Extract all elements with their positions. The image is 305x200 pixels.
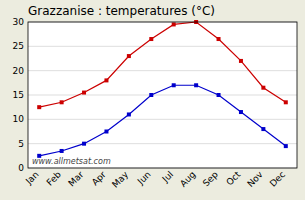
series-marker: [261, 127, 265, 131]
plot-background: [28, 22, 297, 168]
chart-svg: 0 5 10 15 20 25 30 JanFebMar AprMayJun JulAugSepO…: [0, 0, 305, 200]
x-tick-label: Mar: [66, 169, 85, 188]
y-tick-label: 5: [18, 139, 24, 149]
y-tick-label: 25: [13, 41, 24, 51]
series-marker: [127, 54, 131, 58]
x-tick-label: May: [110, 169, 131, 190]
series-marker: [149, 37, 153, 41]
y-tick-label: 30: [13, 17, 25, 27]
series-marker: [82, 142, 86, 146]
x-tick-label: Jun: [135, 169, 153, 187]
x-tick-label: Dec: [268, 169, 287, 188]
series-marker: [104, 78, 108, 82]
series-marker: [172, 83, 176, 87]
grid-line: [28, 119, 297, 120]
series-line: [39, 22, 286, 107]
y-tick-label: 0: [18, 163, 24, 173]
y-tick-label: 10: [13, 114, 25, 124]
x-tick-label: Jul: [160, 169, 175, 184]
data-group: [37, 20, 288, 158]
x-tick-label: Nov: [245, 169, 265, 189]
x-tick-label: Oct: [224, 169, 242, 187]
plot-frame: [28, 22, 297, 168]
chart-container: 0 5 10 15 20 25 30 JanFebMar AprMayJun JulAugSepO…: [0, 0, 305, 200]
grid-line: [28, 143, 297, 144]
x-tick-label: Apr: [90, 169, 108, 187]
series-marker: [60, 149, 64, 153]
grid-line: [28, 95, 297, 96]
series-marker: [37, 105, 41, 109]
series-line: [39, 85, 286, 156]
grid-line: [28, 70, 297, 71]
x-tick-label: Sep: [201, 169, 220, 188]
x-tick-label: Aug: [178, 169, 198, 189]
x-tick-label: Jan: [23, 169, 41, 187]
series-marker: [239, 59, 243, 63]
watermark: www.allmetsat.com: [32, 157, 111, 166]
series-marker: [172, 22, 176, 26]
series-marker: [194, 83, 198, 87]
grid-line: [28, 46, 297, 47]
series-marker: [284, 100, 288, 104]
series-marker: [60, 100, 64, 104]
series-marker: [217, 37, 221, 41]
series-marker: [104, 130, 108, 134]
series-marker: [239, 110, 243, 114]
series-marker: [149, 93, 153, 97]
series-marker: [217, 93, 221, 97]
series-marker: [127, 112, 131, 116]
y-tick-label: 15: [13, 90, 24, 100]
chart-title: Grazzanise : temperatures (°C): [28, 4, 215, 18]
series-marker: [284, 144, 288, 148]
series-marker: [261, 86, 265, 90]
y-tick-label: 20: [13, 66, 25, 76]
series-marker: [82, 91, 86, 95]
x-tick-label: Feb: [45, 169, 64, 188]
